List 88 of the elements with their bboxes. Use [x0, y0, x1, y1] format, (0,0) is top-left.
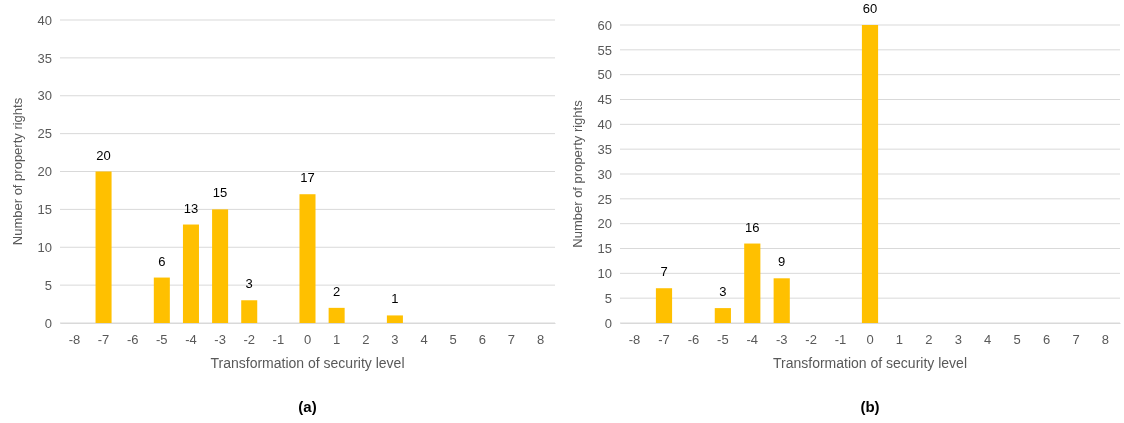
bar	[212, 209, 229, 323]
x-tick-label: 0	[866, 332, 874, 348]
x-axis-title: Transformation of security level	[773, 355, 967, 371]
x-tick-label: 7	[507, 332, 516, 348]
bar	[714, 308, 731, 323]
data-label: 6	[158, 253, 166, 269]
bar	[655, 288, 673, 323]
x-tick-label: 4	[984, 332, 992, 348]
x-tick-label: -1	[272, 332, 285, 348]
y-tick-label: 0	[604, 315, 612, 331]
x-tick-label: 8	[536, 332, 545, 348]
bar	[95, 171, 112, 323]
bar	[386, 315, 403, 323]
x-tick-label: -8	[68, 332, 81, 348]
y-axis-title: Number of property rights	[10, 97, 25, 246]
x-tick-label: 2	[925, 332, 933, 348]
bar	[744, 243, 761, 323]
x-tick-label: -3	[214, 332, 226, 348]
y-tick-label: 10	[37, 239, 52, 255]
data-label: 2	[333, 283, 341, 299]
y-tick-label: 50	[597, 67, 612, 83]
data-label: 1	[391, 291, 399, 307]
y-tick-label: 20	[37, 164, 52, 180]
x-tick-label: 1	[895, 332, 904, 348]
data-label: 15	[212, 185, 228, 201]
bar	[773, 278, 790, 323]
data-label: 3	[245, 276, 253, 292]
x-tick-label: 1	[333, 332, 341, 348]
y-tick-label: 25	[37, 126, 52, 142]
bar	[182, 224, 199, 323]
y-tick-label: 30	[37, 88, 52, 104]
y-tick-label: 10	[597, 265, 612, 281]
y-tick-label: 30	[597, 166, 612, 182]
x-tick-label: 7	[1072, 332, 1080, 348]
x-tick-label: 2	[362, 332, 370, 348]
bar	[299, 194, 316, 323]
x-tick-label: -8	[628, 332, 641, 348]
x-tick-label: 6	[478, 332, 486, 348]
data-label: 13	[183, 200, 199, 216]
y-axis-title: Number of property rights	[570, 99, 585, 248]
x-tick-label: 3	[954, 332, 962, 348]
y-tick-label: 40	[597, 116, 612, 132]
x-tick-label: 5	[449, 332, 457, 348]
y-tick-label: 20	[597, 216, 612, 232]
x-tick-label: -7	[97, 332, 110, 348]
y-tick-label: 5	[44, 277, 52, 293]
y-tick-label: 60	[597, 17, 612, 33]
x-tick-label: 6	[1042, 332, 1051, 348]
x-axis-title: Transformation of security level	[210, 355, 405, 371]
x-tick-label: 8	[1101, 332, 1110, 348]
y-tick-label: 35	[37, 50, 52, 66]
x-tick-label: -2	[805, 332, 817, 348]
y-tick-label: 55	[597, 42, 612, 58]
x-tick-label: -7	[658, 332, 670, 348]
y-tick-label: 0	[44, 315, 52, 331]
bar	[241, 300, 258, 323]
x-tick-label: 5	[1013, 332, 1021, 348]
x-tick-label: -5	[717, 332, 729, 348]
x-tick-label: -6	[126, 332, 139, 348]
y-tick-label: 5	[604, 290, 612, 306]
x-tick-label: 4	[420, 332, 428, 348]
x-tick-label: -4	[746, 332, 759, 348]
y-tick-label: 35	[597, 141, 612, 157]
data-label: 9	[778, 254, 786, 270]
text: (b)	[860, 398, 880, 415]
data-label: 3	[719, 284, 727, 300]
bar	[328, 307, 345, 323]
x-tick-label: -3	[775, 332, 788, 348]
y-tick-label: 45	[597, 92, 612, 108]
x-tick-label: -4	[185, 332, 197, 348]
y-tick-label: 25	[597, 191, 612, 207]
x-tick-label: -1	[834, 332, 847, 348]
x-tick-label: -6	[687, 332, 700, 348]
text: (a)	[298, 398, 317, 415]
data-label: 20	[96, 147, 111, 163]
y-tick-label: 15	[597, 241, 612, 257]
x-tick-label: 0	[303, 332, 312, 348]
x-tick-label: -5	[156, 332, 168, 348]
data-label: 16	[745, 219, 760, 235]
data-label: 17	[300, 170, 315, 186]
y-tick-label: 40	[37, 12, 52, 28]
x-tick-label: -2	[243, 332, 256, 348]
bar	[153, 277, 170, 323]
bar	[861, 25, 879, 323]
x-tick-label: 3	[391, 332, 399, 348]
data-label: 60	[862, 1, 878, 16]
data-label: 7	[660, 264, 668, 280]
y-tick-label: 15	[37, 202, 52, 218]
